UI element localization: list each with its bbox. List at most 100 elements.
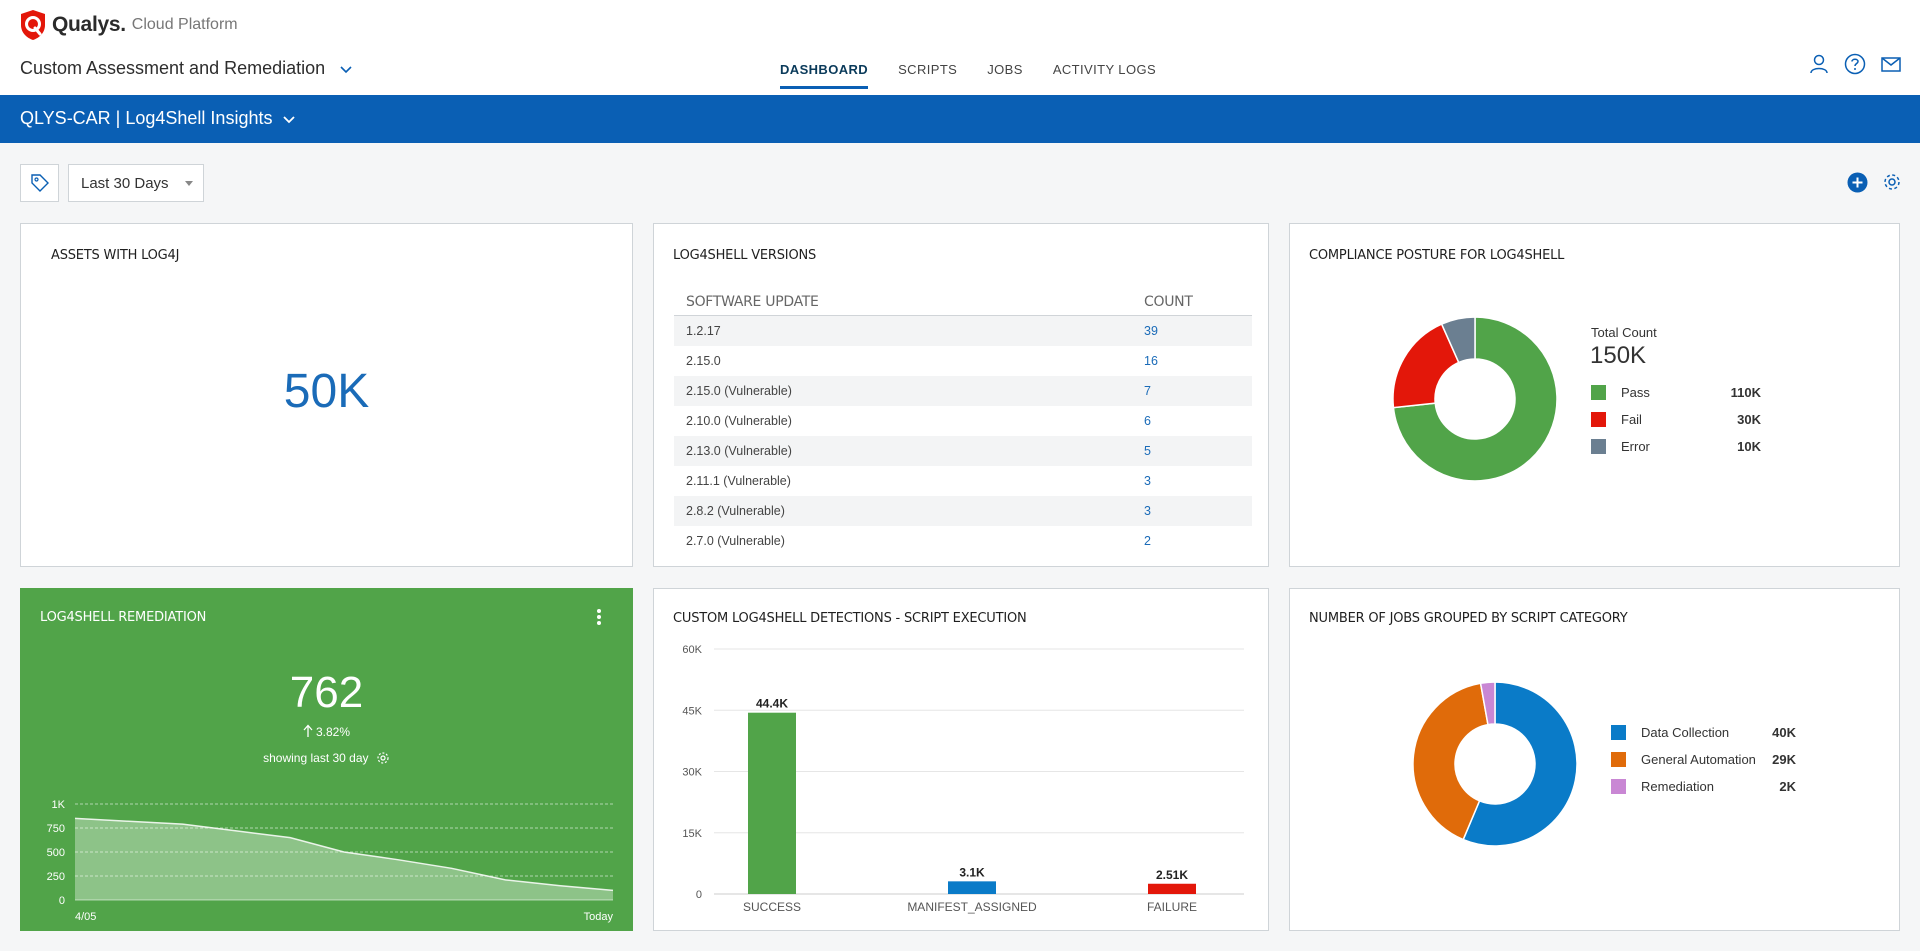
remediation-count[interactable]: 762 (289, 668, 364, 717)
x-tick-label: MANIFEST_ASSIGNED (907, 900, 1037, 914)
tab-jobs[interactable]: JOBS (987, 62, 1023, 77)
count-link[interactable]: 7 (1144, 384, 1151, 398)
donut-slice-error[interactable] (1440, 316, 1476, 364)
count-link[interactable]: 3 (1144, 504, 1151, 518)
y-tick-label: 500 (47, 847, 65, 859)
mail-icon[interactable] (1880, 53, 1902, 75)
jobs-donut-chart (1412, 681, 1578, 847)
count-link[interactable]: 3 (1144, 474, 1151, 488)
version-cell: 2.11.1 (Vulnerable) (686, 474, 791, 488)
tag-icon (30, 174, 49, 192)
count-link[interactable]: 16 (1144, 354, 1158, 368)
donut-slice-pass[interactable] (1392, 316, 1558, 482)
version-cell: 2.15.0 (Vulnerable) (686, 384, 792, 398)
table-header: SOFTWARE UPDATE COUNT (674, 294, 1252, 316)
count-link[interactable]: 5 (1144, 444, 1151, 458)
x-tick-label: SUCCESS (743, 900, 801, 914)
table-row: 1.2.17 39 (674, 316, 1252, 346)
app-title: Custom Assessment and Remediation (20, 58, 326, 78)
help-icon[interactable] (1844, 53, 1866, 75)
total-count-value: 150K (1590, 342, 1647, 369)
trend-change: 3.82% (20, 724, 633, 739)
legend-value: 2K (1779, 779, 1796, 794)
arrow-up-icon (303, 724, 313, 737)
legend-item-pass[interactable]: Pass 110K (1591, 379, 1761, 406)
legend-item-error[interactable]: Error 10K (1591, 433, 1761, 460)
version-cell: 2.7.0 (Vulnerable) (686, 534, 785, 548)
detections-bar-chart: 0 15K 30K 45K 60K 44.4K SUCCESS 3.1K MANIFEST_AS… (682, 644, 1244, 914)
compliance-legend: Pass 110K Fail 30K Error 10K (1591, 379, 1761, 460)
y-tick-label: 15K (682, 828, 702, 840)
legend-value: 30K (1737, 412, 1761, 427)
table-row: 2.10.0 (Vulnerable) 6 (674, 406, 1252, 436)
legend-swatch (1591, 412, 1606, 427)
legend-item-general-automation[interactable]: General Automation 29K (1611, 746, 1796, 773)
bar-manifest-assigned[interactable] (948, 881, 996, 894)
y-tick-label: 45K (682, 705, 702, 717)
qualys-logo[interactable]: Qualys. Cloud Platform (19, 8, 238, 42)
trend-percent: 3.82% (315, 725, 351, 739)
version-cell: 1.2.17 (686, 324, 721, 338)
legend-item-data-collection[interactable]: Data Collection 40K (1611, 719, 1796, 746)
qualys-shield-icon (21, 10, 45, 40)
remediation-trend-chart: 0 250 500 750 1K 4/05 Today (47, 799, 614, 923)
table-row: 2.8.2 (Vulnerable) 3 (674, 496, 1252, 526)
add-widget-icon[interactable] (1847, 172, 1868, 193)
caret-down-icon (185, 181, 193, 186)
legend-item-fail[interactable]: Fail 30K (1591, 406, 1761, 433)
table-row: 2.11.1 (Vulnerable) 3 (674, 466, 1252, 496)
date-range-select[interactable]: Last 30 Days (68, 164, 204, 202)
donut-slice-data-collection[interactable] (1462, 681, 1578, 847)
x-tick-label: Today (584, 911, 614, 923)
assets-widget: ASSETS WITH LOG4J 50K (20, 223, 633, 567)
area-series[interactable] (75, 818, 613, 900)
bar-data-label: 44.4K (756, 697, 788, 711)
area-series-line (74, 817, 614, 892)
count-link[interactable]: 39 (1144, 324, 1158, 338)
dashboard-header-band: QLYS-CAR | Log4Shell Insights (0, 95, 1920, 143)
trend-period: showing last 30 day (20, 751, 633, 765)
dashboard-title: QLYS-CAR | Log4Shell Insights (20, 108, 273, 128)
versions-widget: LOG4SHELL VERSIONS SOFTWARE UPDATE COUNT… (653, 223, 1269, 567)
donut-slice-general-automation[interactable] (1412, 682, 1489, 841)
remediation-widget: LOG4SHELL REMEDIATION 762 3.82% showing … (20, 588, 633, 931)
legend-label: General Automation (1641, 752, 1756, 767)
x-tick-label: FAILURE (1147, 900, 1197, 914)
bar-success[interactable] (748, 712, 796, 894)
legend-value: 10K (1737, 439, 1761, 454)
column-header-software-update: SOFTWARE UPDATE (686, 294, 819, 310)
assets-count[interactable]: 50K (283, 365, 370, 418)
kebab-menu-icon[interactable] (596, 608, 602, 626)
header-utilities (1794, 53, 1902, 75)
widget-title: LOG4SHELL VERSIONS (673, 248, 817, 263)
date-range-value: Last 30 Days (81, 174, 169, 192)
legend-item-remediation[interactable]: Remediation 2K (1611, 773, 1796, 800)
widget-title: NUMBER OF JOBS GROUPED BY SCRIPT CATEGOR… (1309, 611, 1628, 626)
count-link[interactable]: 6 (1144, 414, 1151, 428)
legend-swatch (1611, 752, 1626, 767)
bar-failure[interactable] (1148, 883, 1196, 894)
compliance-widget: COMPLIANCE POSTURE FOR LOG4SHELL Total C… (1289, 223, 1900, 567)
y-tick-label: 250 (47, 871, 65, 883)
gear-icon[interactable] (1882, 172, 1902, 192)
top-bar: Qualys. Cloud Platform Custom Assessment… (0, 0, 1920, 95)
jobs-widget: NUMBER OF JOBS GROUPED BY SCRIPT CATEGOR… (1289, 588, 1900, 931)
legend-label: Data Collection (1641, 725, 1730, 740)
tag-filter-button[interactable] (20, 164, 59, 202)
gear-icon[interactable] (376, 751, 390, 765)
legend-label: Pass (1621, 385, 1650, 400)
widget-title: ASSETS WITH LOG4J (51, 248, 180, 263)
version-cell: 2.8.2 (Vulnerable) (686, 504, 785, 518)
tab-activity-logs[interactable]: ACTIVITY LOGS (1052, 62, 1157, 77)
table-row: 2.15.0 16 (674, 346, 1252, 376)
donut-slice-remediation[interactable] (1479, 681, 1496, 726)
tab-dashboard[interactable]: DASHBOARD (780, 62, 869, 89)
dashboard-switcher[interactable]: QLYS-CAR | Log4Shell Insights (20, 108, 296, 129)
tab-scripts[interactable]: SCRIPTS (898, 62, 958, 77)
y-tick-label: 0 (696, 889, 702, 901)
count-link[interactable]: 2 (1144, 534, 1151, 548)
user-icon[interactable] (1808, 53, 1830, 75)
legend-swatch (1611, 779, 1626, 794)
version-cell: 2.13.0 (Vulnerable) (686, 444, 792, 458)
app-switcher[interactable]: Custom Assessment and Remediation (20, 58, 353, 79)
